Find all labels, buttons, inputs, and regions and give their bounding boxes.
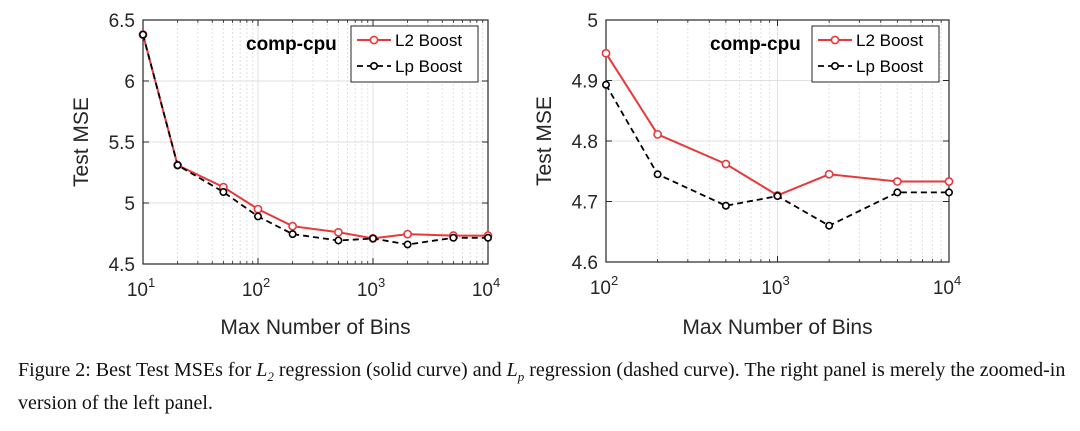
- lp-boost-data-point: [483, 233, 492, 242]
- x-tick-base: 10: [242, 280, 263, 301]
- axes-box: [142, 19, 489, 265]
- figure-caption: Figure 2: Best Test MSEs for L2 regressi…: [18, 357, 1068, 417]
- lp-boost-series-line: [142, 34, 488, 246]
- l2-boost-data-point: [601, 48, 611, 58]
- x-tick-exponent: 4: [954, 273, 961, 288]
- legend-marker: [369, 61, 378, 70]
- y-tick-label: 5.5: [109, 133, 135, 154]
- legend-label: L2 Boost: [856, 31, 923, 50]
- caption-text-2: regression (solid curve) and: [278, 359, 502, 381]
- legend-label: Lp Boost: [856, 57, 923, 76]
- caption-math-lp: Lp: [506, 359, 525, 384]
- l2-boost-data-point: [653, 129, 663, 139]
- y-tick-label: 6.5: [109, 11, 135, 32]
- x-tick-exponent: 3: [378, 275, 385, 290]
- x-tick-label: 103: [357, 275, 385, 301]
- lp-boost-data-point: [403, 240, 412, 249]
- x-tick-exponent: 2: [263, 275, 270, 290]
- caption-label: Figure 2:: [18, 359, 91, 381]
- x-tick-exponent: 1: [148, 275, 155, 290]
- legend-marker: [830, 35, 840, 45]
- y-tick-label: 4.5: [109, 255, 135, 276]
- legend-box: [350, 25, 479, 83]
- l2-boost-data-point: [944, 177, 954, 186]
- caption-math-l2: L2: [256, 359, 274, 384]
- lp-boost-data-point: [139, 30, 148, 39]
- x-tick-label: 103: [761, 273, 789, 299]
- y-tick-label: 5: [124, 194, 135, 215]
- legend-box: [811, 25, 940, 83]
- y-axis-label: Test MSE: [533, 96, 556, 186]
- l2-boost-data-point: [253, 204, 263, 214]
- x-tick-label: 104: [472, 275, 500, 301]
- x-tick-exponent: 3: [782, 273, 789, 288]
- y-tick-label: 5: [587, 11, 598, 32]
- x-tick-label: 102: [590, 273, 618, 299]
- lp-boost-data-point: [773, 192, 782, 201]
- lp-boost-data-point: [254, 212, 263, 221]
- l2-boost-data-point: [892, 177, 902, 186]
- y-tick-label: 4.9: [572, 72, 598, 93]
- l2-boost-data-point: [333, 227, 343, 237]
- l2-boost-data-point: [824, 169, 834, 179]
- lp-boost-data-point: [944, 188, 953, 197]
- x-tick-label: 104: [933, 273, 961, 299]
- x-tick-label: 102: [242, 275, 270, 301]
- legend-label: L2 Boost: [395, 31, 462, 50]
- panel-title: comp-cpu: [710, 34, 801, 55]
- y-tick-label: 4.7: [572, 193, 598, 214]
- x-axis-label: Max Number of Bins: [682, 316, 872, 339]
- caption-math-l2-sub: 2: [267, 369, 274, 384]
- x-tick-base: 10: [590, 278, 611, 299]
- caption-math-lp-base: L: [506, 359, 518, 381]
- lp-boost-data-point: [825, 221, 834, 230]
- lp-boost-data-point: [721, 201, 730, 210]
- lp-boost-data-point: [893, 188, 902, 197]
- lp-boost-data-point: [219, 188, 228, 197]
- lp-boost-data-point: [334, 236, 343, 245]
- caption-text-1: Best Test MSEs for: [95, 359, 252, 381]
- lp-boost-data-point: [653, 170, 662, 179]
- caption-math-lp-sub: p: [517, 369, 525, 384]
- caption-text-3: regression (dashed curve). The right pan…: [18, 359, 1066, 414]
- l2-boost-series-line: [142, 34, 488, 240]
- x-tick-base: 10: [933, 278, 954, 299]
- x-tick-exponent: 2: [611, 273, 618, 288]
- x-tick-exponent: 4: [493, 275, 500, 290]
- l2-boost-data-point: [288, 221, 298, 231]
- y-axis-label: Test MSE: [70, 97, 93, 187]
- y-tick-label: 4.8: [572, 132, 598, 153]
- x-tick-label: 101: [127, 275, 155, 301]
- lp-boost-data-point: [368, 234, 377, 243]
- y-tick-label: 4.6: [572, 253, 598, 274]
- l2-boost-data-point: [721, 159, 731, 169]
- lp-boost-data-point: [601, 80, 610, 89]
- x-tick-base: 10: [127, 280, 148, 301]
- x-axis-label: Max Number of Bins: [220, 316, 410, 339]
- lp-boost-data-point: [449, 233, 458, 242]
- axes-box: [605, 19, 950, 263]
- legend-marker: [830, 61, 839, 70]
- x-tick-base: 10: [357, 280, 378, 301]
- l2-boost-data-point: [403, 229, 413, 239]
- legend-marker: [369, 35, 379, 45]
- panel-title: comp-cpu: [246, 34, 337, 55]
- caption-math-l2-base: L: [256, 359, 268, 381]
- lp-boost-data-point: [288, 230, 297, 239]
- legend-label: Lp Boost: [395, 57, 462, 76]
- x-tick-base: 10: [761, 278, 782, 299]
- x-tick-base: 10: [472, 280, 493, 301]
- y-tick-label: 6: [124, 72, 135, 93]
- lp-boost-data-point: [173, 161, 182, 170]
